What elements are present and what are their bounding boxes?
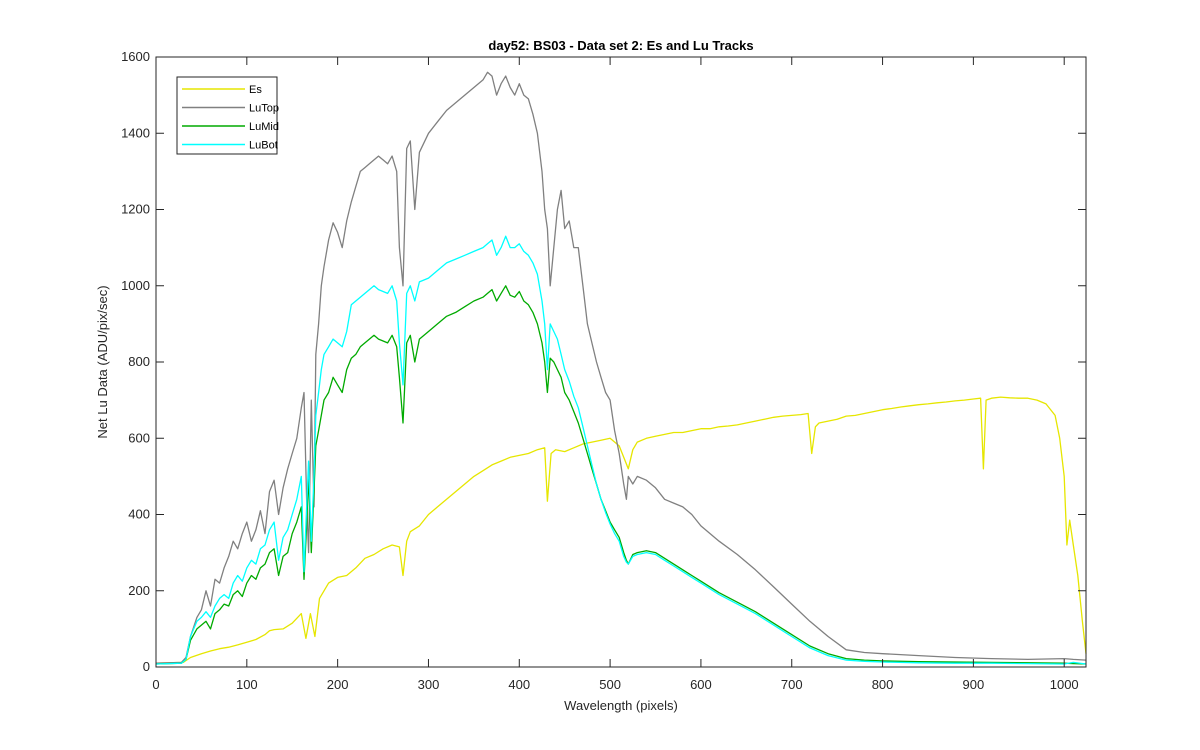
series-line-es: [155, 396, 1087, 664]
x-tick-label: 500: [599, 677, 621, 692]
x-tick-label: 800: [872, 677, 894, 692]
y-tick-label: 600: [128, 430, 150, 445]
x-axis-ticks: 0 100 200 300 400 500 600 700 800 900 1000: [152, 57, 1079, 692]
x-tick-label: 0: [152, 677, 159, 692]
y-tick-label: 1000: [121, 278, 150, 293]
x-tick-label: 400: [508, 677, 530, 692]
y-tick-label: 200: [128, 583, 150, 598]
y-tick-label: 400: [128, 507, 150, 522]
x-tick-label: 700: [781, 677, 803, 692]
x-tick-label: 100: [236, 677, 258, 692]
series-line-lutop: [155, 71, 1087, 664]
y-tick-label: 1400: [121, 125, 150, 140]
y-tick-label: 1200: [121, 202, 150, 217]
legend: Es LuTop LuMid LuBot: [176, 76, 279, 155]
chart-title: day52: BS03 - Data set 2: Es and Lu Trac…: [488, 38, 753, 53]
legend-label-lutop: LuTop: [249, 103, 279, 115]
x-axis-label: Wavelength (pixels): [564, 698, 678, 713]
y-tick-label: 0: [143, 659, 150, 674]
plot-background: [156, 57, 1086, 667]
y-axis-ticks: 0 200 400 600 800 1000 1200 1400 1600: [121, 49, 1086, 674]
legend-label-lumid: LuMid: [249, 121, 279, 133]
x-tick-label: 200: [327, 677, 349, 692]
y-tick-label: 800: [128, 354, 150, 369]
series-line-lubot: [155, 235, 1087, 665]
legend-box: [176, 76, 278, 155]
x-tick-label: 900: [963, 677, 985, 692]
y-tick-label: 1600: [121, 49, 150, 64]
series-line-lumid: [155, 285, 1087, 665]
legend-label-lubot: LuBot: [249, 140, 278, 152]
series-lines: [155, 71, 1087, 665]
x-tick-label: 600: [690, 677, 712, 692]
legend-label-es: Es: [249, 84, 262, 96]
x-tick-label: 300: [418, 677, 440, 692]
y-axis-label: Net Lu Data (ADU/pix/sec): [95, 285, 110, 438]
x-tick-label: 1000: [1050, 677, 1079, 692]
